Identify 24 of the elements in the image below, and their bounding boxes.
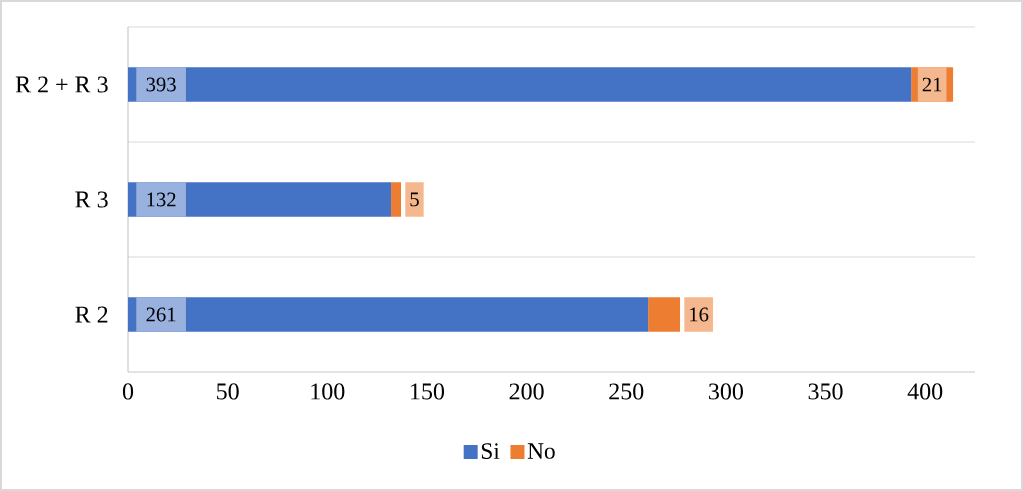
data-label: 16 [690,307,709,322]
x-tick-label: 150 [411,383,445,400]
x-tick-label: 400 [907,383,943,400]
y-tick-label: R 2 + R 3 [15,76,108,93]
x-tick-label: 100 [311,383,345,400]
x-tick-label: 250 [609,383,644,400]
bar [128,297,649,332]
data-label: 5 [410,192,419,207]
x-tick-label: 0 [122,383,134,400]
data-label: 393 [146,77,176,92]
bar [128,67,912,102]
legend-label: No [527,443,555,459]
data-label: 261 [146,307,176,322]
legend-label: Si [481,443,500,459]
x-tick-label: 350 [808,383,843,400]
y-tick-label: R 2 [75,306,108,323]
bar [648,297,681,332]
data-label: 21 [922,77,942,92]
x-tick-label: 300 [709,383,743,400]
x-tick-label: 200 [509,383,544,400]
bar [391,182,402,217]
x-tick-label: 50 [217,383,239,400]
data-label: 132 [147,192,176,207]
y-tick-label: R 3 [75,191,108,208]
